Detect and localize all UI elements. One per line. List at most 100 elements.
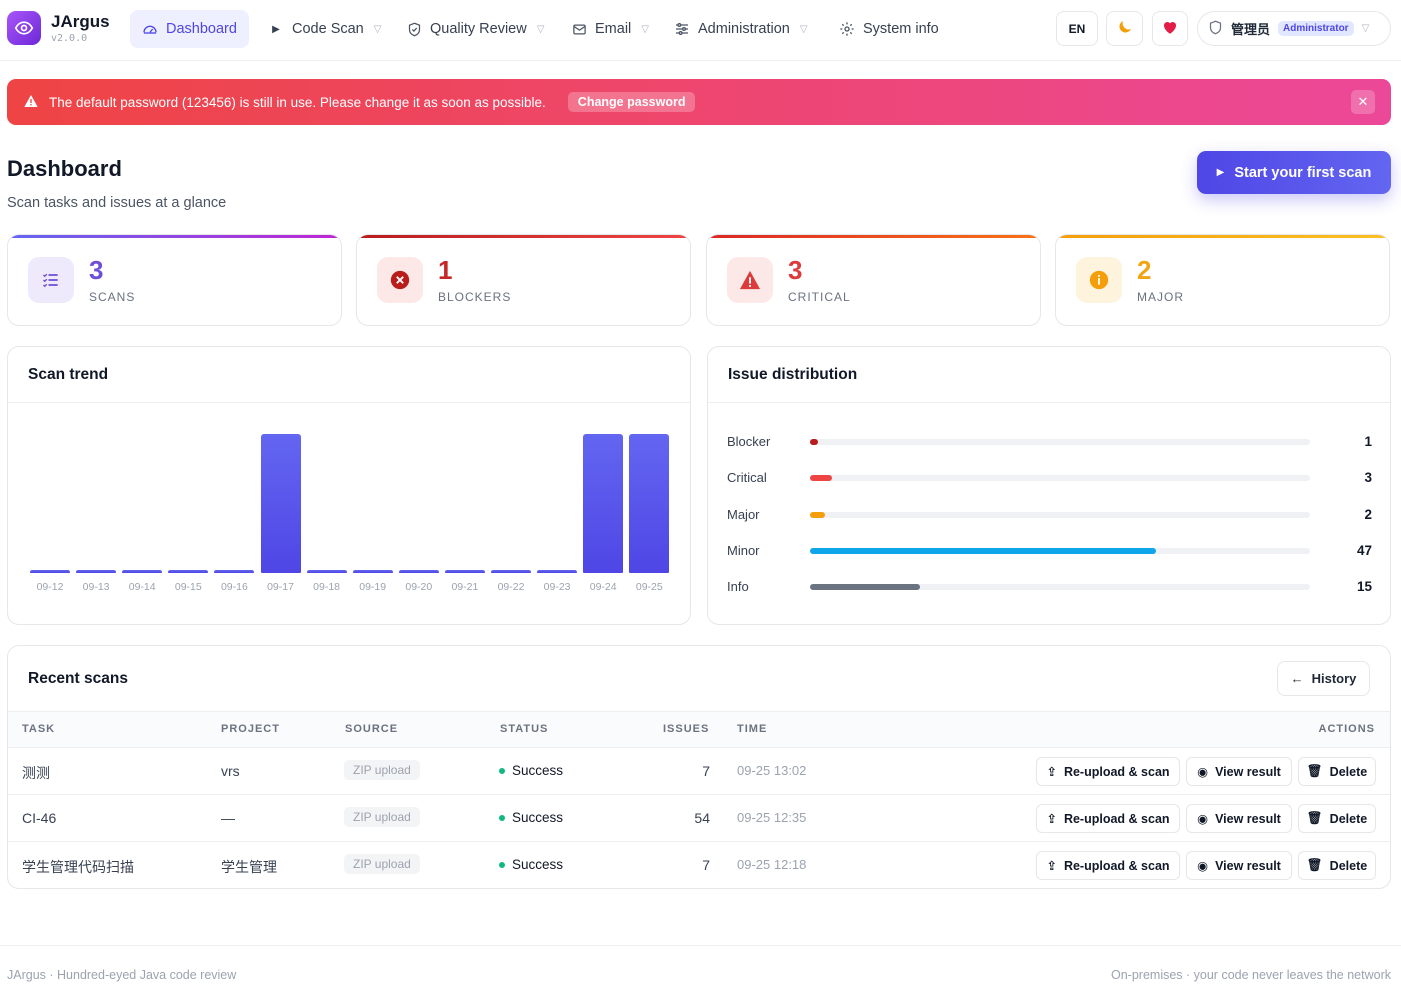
list-check-icon: [28, 257, 74, 303]
heart-icon: [1161, 18, 1179, 39]
reupload-scan-button[interactable]: ⇪ Re-upload & scan: [1036, 804, 1180, 833]
nav-email[interactable]: Email ▽: [559, 10, 661, 48]
delete-button[interactable]: 🗑 Delete: [1298, 757, 1376, 786]
task-cell[interactable]: 测测: [22, 765, 50, 781]
trend-bar[interactable]: [491, 570, 531, 573]
reupload-scan-button[interactable]: ⇪ Re-upload & scan: [1036, 757, 1180, 786]
alert-message: The default password (123456) is still i…: [49, 94, 546, 110]
table-header: TASK PROJECT SOURCE STATUS ISSUES TIME A…: [8, 711, 1390, 748]
table-row: 学生管理代码扫描 学生管理 ZIP upload Success 7 09-25 12:1…: [8, 842, 1390, 888]
table-row: CI-46 — ZIP upload Success 54 09-25 12:35 ⇪ Re-…: [8, 795, 1390, 842]
view-result-button[interactable]: ◉ View result: [1186, 757, 1292, 786]
nav-quality-review[interactable]: Quality Review ▽: [394, 10, 556, 48]
view-result-button[interactable]: ◉ View result: [1186, 804, 1292, 833]
delete-button[interactable]: 🗑 Delete: [1298, 804, 1376, 833]
panel-title: Scan trend: [28, 366, 109, 383]
eye-icon: ◉: [1197, 765, 1209, 779]
close-icon[interactable]: ✕: [1351, 90, 1375, 114]
time-cell: 09-25 12:35: [737, 810, 807, 825]
nav-dashboard[interactable]: Dashboard: [130, 10, 249, 48]
stat-label: MAJOR: [1137, 290, 1184, 304]
distribution-track: [810, 475, 1310, 482]
change-password-button[interactable]: Change password: [567, 92, 696, 112]
trend-bar[interactable]: [398, 570, 439, 573]
x-tick-label: 09-20: [405, 581, 433, 593]
gear-icon: [839, 21, 855, 37]
reupload-scan-button[interactable]: ⇪ Re-upload & scan: [1036, 851, 1180, 880]
trend-bar[interactable]: [583, 434, 624, 573]
x-tick-label: 09-15: [174, 581, 202, 593]
column-header: TIME: [737, 723, 768, 735]
issues-cell: 7: [702, 857, 710, 873]
trend-bar[interactable]: [629, 434, 670, 573]
stat-value: 3: [89, 255, 104, 285]
issue-distribution-panel: Issue distribution Blocker 1 Critical 3 Majo…: [707, 346, 1391, 625]
x-tick-label: 09-21: [451, 581, 479, 593]
start-first-scan-button[interactable]: ▶ Start your first scan: [1197, 151, 1391, 194]
nav-email-label: Email: [595, 21, 632, 37]
trend-bar[interactable]: [444, 570, 485, 573]
status-text: Success: [512, 763, 564, 778]
app-logo[interactable]: [7, 11, 41, 45]
distribution-track: [810, 584, 1310, 591]
task-cell[interactable]: 学生管理代码扫描: [22, 859, 134, 875]
nav-administration[interactable]: Administration ▽: [662, 10, 820, 48]
nav-administration-label: Administration: [698, 21, 790, 37]
distribution-track: [810, 547, 1310, 554]
info-icon: [1076, 257, 1122, 303]
nav-code-scan[interactable]: ▶ Code Scan ▽: [256, 10, 393, 48]
upload-icon: ⇪: [1046, 859, 1057, 873]
trend-bar[interactable]: [306, 570, 347, 573]
table-row: 测测 vrs ZIP upload Success 7 09-25 13:02 ⇪ Re-up…: [8, 748, 1390, 795]
panel-title: Issue distribution: [728, 366, 858, 383]
time-cell: 09-25 13:02: [737, 763, 807, 778]
source-badge: ZIP upload: [344, 854, 420, 874]
panel-title: Recent scans: [28, 670, 128, 687]
user-menu[interactable]: 管理员 Administrator ▽: [1197, 11, 1391, 46]
trash-icon: 🗑: [1306, 858, 1323, 872]
trend-bar[interactable]: [260, 434, 301, 573]
view-label: View result: [1215, 811, 1281, 826]
chevron-down-icon: ▽: [373, 23, 382, 35]
status-dot: [499, 814, 505, 821]
nav-system-info[interactable]: System info: [827, 10, 951, 48]
start-first-scan-label: Start your first scan: [1234, 164, 1372, 181]
footer-tagline: JArgus · Hundred-eyed Java code review: [7, 968, 237, 982]
trend-bar[interactable]: [537, 570, 578, 573]
time-cell: 09-25 12:18: [737, 857, 807, 872]
trend-bar[interactable]: [168, 570, 209, 573]
recent-scans-panel: Recent scans ← History TASK PROJECT SOUR…: [7, 645, 1391, 889]
status-text: Success: [512, 810, 564, 825]
mail-icon: [571, 21, 587, 37]
view-result-button[interactable]: ◉ View result: [1186, 851, 1292, 880]
theme-toggle[interactable]: [1106, 11, 1143, 46]
task-cell[interactable]: CI-46: [22, 810, 57, 826]
distribution-fill: [810, 511, 825, 518]
trend-bar[interactable]: [30, 570, 70, 573]
play-icon: ▶: [1216, 167, 1225, 178]
arrow-left-icon: ←: [1290, 671, 1304, 686]
favorites-button[interactable]: [1152, 11, 1188, 46]
column-header: ISSUES: [663, 723, 710, 735]
eye-icon: [14, 21, 34, 35]
history-button[interactable]: ← History: [1277, 661, 1370, 696]
language-toggle[interactable]: EN: [1056, 11, 1098, 46]
trend-bar[interactable]: [76, 570, 117, 573]
status-dot: [499, 861, 505, 868]
sliders-icon: [674, 21, 690, 37]
column-header: STATUS: [500, 723, 549, 735]
project-cell: —: [221, 810, 235, 826]
delete-button[interactable]: 🗑 Delete: [1298, 851, 1376, 880]
trend-bar[interactable]: [214, 570, 255, 573]
x-tick-label: 09-24: [589, 581, 617, 593]
distribution-fill: [810, 439, 818, 445]
reupload-label: Re-upload & scan: [1063, 764, 1170, 779]
source-badge: ZIP upload: [344, 807, 420, 827]
gauge-icon: [142, 21, 158, 37]
x-tick-label: 09-14: [128, 581, 156, 593]
issues-cell: 7: [702, 763, 710, 779]
trend-bar[interactable]: [122, 570, 163, 573]
trend-bar[interactable]: [352, 570, 393, 573]
stat-label: CRITICAL: [788, 290, 851, 304]
source-badge: ZIP upload: [344, 760, 420, 780]
